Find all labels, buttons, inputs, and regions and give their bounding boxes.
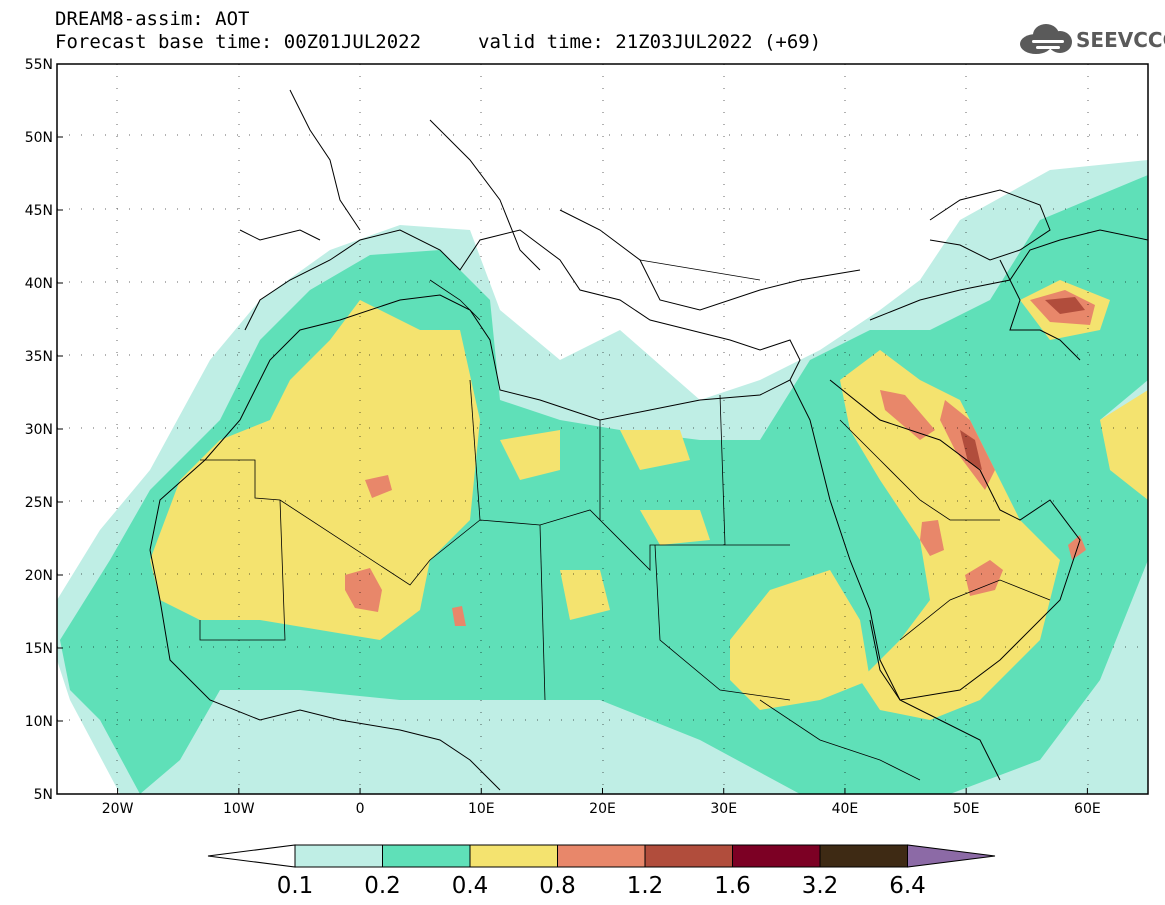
colorbar-box	[557, 844, 646, 868]
forecast-base-time: Forecast base time: 00Z01JUL2022	[55, 31, 422, 53]
lat-tick-label: 40N	[25, 276, 53, 292]
colorbar-box	[819, 844, 908, 868]
lon-tick-label: 40E	[832, 801, 859, 817]
country-borders	[199, 259, 1051, 781]
colorbar-under-triangle	[207, 844, 296, 868]
colorbar-level-label: 3.2	[802, 873, 839, 899]
longitude-axis: 20W 10W 0 10E 20E 30E 40E 50E 60E	[102, 788, 1101, 817]
latitude-axis: 5N 10N 15N 20N 25N 30N 35N 40N 45N 50N 55N	[25, 57, 63, 803]
lat-tick-label: 45N	[25, 203, 53, 219]
colorbar-box	[294, 844, 383, 868]
lon-tick-label: 10W	[223, 801, 255, 817]
lat-tick-label: 25N	[25, 495, 53, 511]
coastlines	[149, 89, 1148, 791]
colorbar-level-label: 1.6	[714, 873, 751, 899]
colorbar-box	[644, 844, 733, 868]
colorbar-level-label: 0.2	[364, 873, 401, 899]
lat-tick-label: 50N	[25, 130, 53, 146]
lon-tick-label: 60E	[1074, 801, 1101, 817]
lat-tick-label: 15N	[25, 641, 53, 657]
colorbar-box	[732, 844, 821, 868]
lon-tick-label: 30E	[710, 801, 737, 817]
lat-tick-label: 20N	[25, 568, 53, 584]
logo-text: SEEVCCC	[1076, 28, 1165, 52]
colorbar-level-label: 6.4	[889, 873, 926, 899]
lon-tick-label: 0	[356, 801, 365, 817]
colorbar-level-label: 0.8	[539, 873, 576, 899]
lon-tick-label: 10E	[468, 801, 495, 817]
lat-tick-label: 30N	[25, 422, 53, 438]
lon-tick-label: 50E	[953, 801, 980, 817]
lon-tick-label: 20E	[589, 801, 616, 817]
lat-tick-label: 55N	[25, 57, 53, 73]
colorbar-level-label: 0.4	[452, 873, 489, 899]
lat-tick-label: 35N	[25, 349, 53, 365]
colorbar-over-triangle	[907, 844, 996, 868]
lat-tick-label: 5N	[34, 787, 53, 803]
colorbar-box	[382, 844, 471, 868]
colorbar-level-label: 0.1	[277, 873, 314, 899]
valid-time: valid time: 21Z03JUL2022 (+69)	[478, 31, 822, 53]
lon-tick-label: 20W	[102, 801, 134, 817]
map-title: DREAM8-assim: AOT	[55, 8, 250, 30]
colorbar-level-label: 1.2	[627, 873, 664, 899]
lat-tick-label: 10N	[25, 714, 53, 730]
seevccc-logo	[1020, 24, 1072, 54]
colorbar-box	[469, 844, 558, 868]
